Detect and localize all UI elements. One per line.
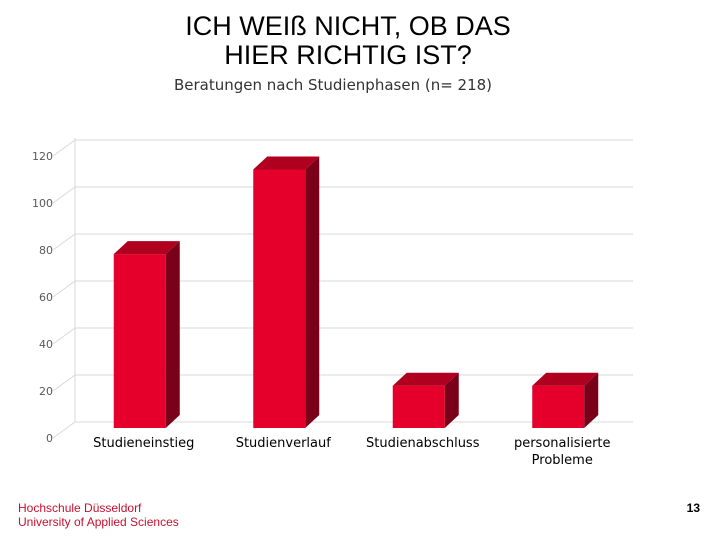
y-tick-label: 100 (32, 197, 53, 210)
gridline-depth-0 (52, 421, 76, 439)
gridline-depth-120 (52, 139, 76, 157)
footer-subtitle: University of Applied Sciences (18, 515, 179, 529)
chart-title: Beratungen nach Studienphasen (n= 218) (173, 76, 493, 94)
slide-title: ICH WEIß NICHT, OB DAS HIER RICHTIG IST? (100, 12, 596, 70)
x-category-label: Probleme (532, 453, 593, 468)
bar-0-front (113, 254, 166, 428)
bar-3-side (584, 372, 599, 428)
x-category-label: Studieneinstieg (93, 436, 194, 451)
x-category-label: Studienabschluss (366, 436, 480, 451)
x-category-label: Studienverlauf (236, 436, 332, 451)
x-category-label: personalisierte (514, 436, 611, 451)
bar-3-top (532, 372, 599, 386)
gridline-depth-40 (52, 327, 76, 345)
gridline-depth-20 (52, 374, 76, 392)
y-tick-label: 60 (39, 291, 53, 304)
slide-title-line-2: HIER RICHTIG IST? (224, 40, 472, 70)
bar-1-top (253, 156, 320, 170)
y-tick-label: 20 (39, 385, 53, 398)
slide-title-line-1: ICH WEIß NICHT, OB DAS (185, 11, 511, 41)
bar-2-front (392, 385, 445, 428)
footer-organization: Hochschule Düsseldorf (18, 501, 142, 515)
gridline-depth-60 (52, 280, 76, 298)
bar-1-side (305, 156, 320, 428)
bar-0-top (113, 241, 180, 255)
y-tick-label: 40 (39, 338, 53, 351)
gridline-depth-100 (52, 186, 76, 204)
bar-2-side (444, 372, 459, 428)
bar-0-side (165, 241, 180, 428)
y-tick-label: 120 (32, 150, 53, 163)
gridline-depth-80 (52, 233, 76, 251)
y-tick-label: 80 (39, 244, 53, 257)
bar-2-top (392, 372, 459, 386)
page-number: 13 (686, 501, 700, 515)
bar-3-front (532, 385, 585, 428)
y-tick-label: 0 (46, 432, 53, 445)
bar-1-front (253, 169, 306, 428)
